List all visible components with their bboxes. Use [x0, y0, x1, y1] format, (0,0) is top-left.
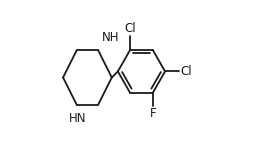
- Text: HN: HN: [68, 112, 86, 125]
- Text: Cl: Cl: [124, 22, 136, 35]
- Text: NH: NH: [102, 31, 119, 44]
- Text: F: F: [150, 107, 156, 120]
- Text: Cl: Cl: [180, 65, 192, 78]
